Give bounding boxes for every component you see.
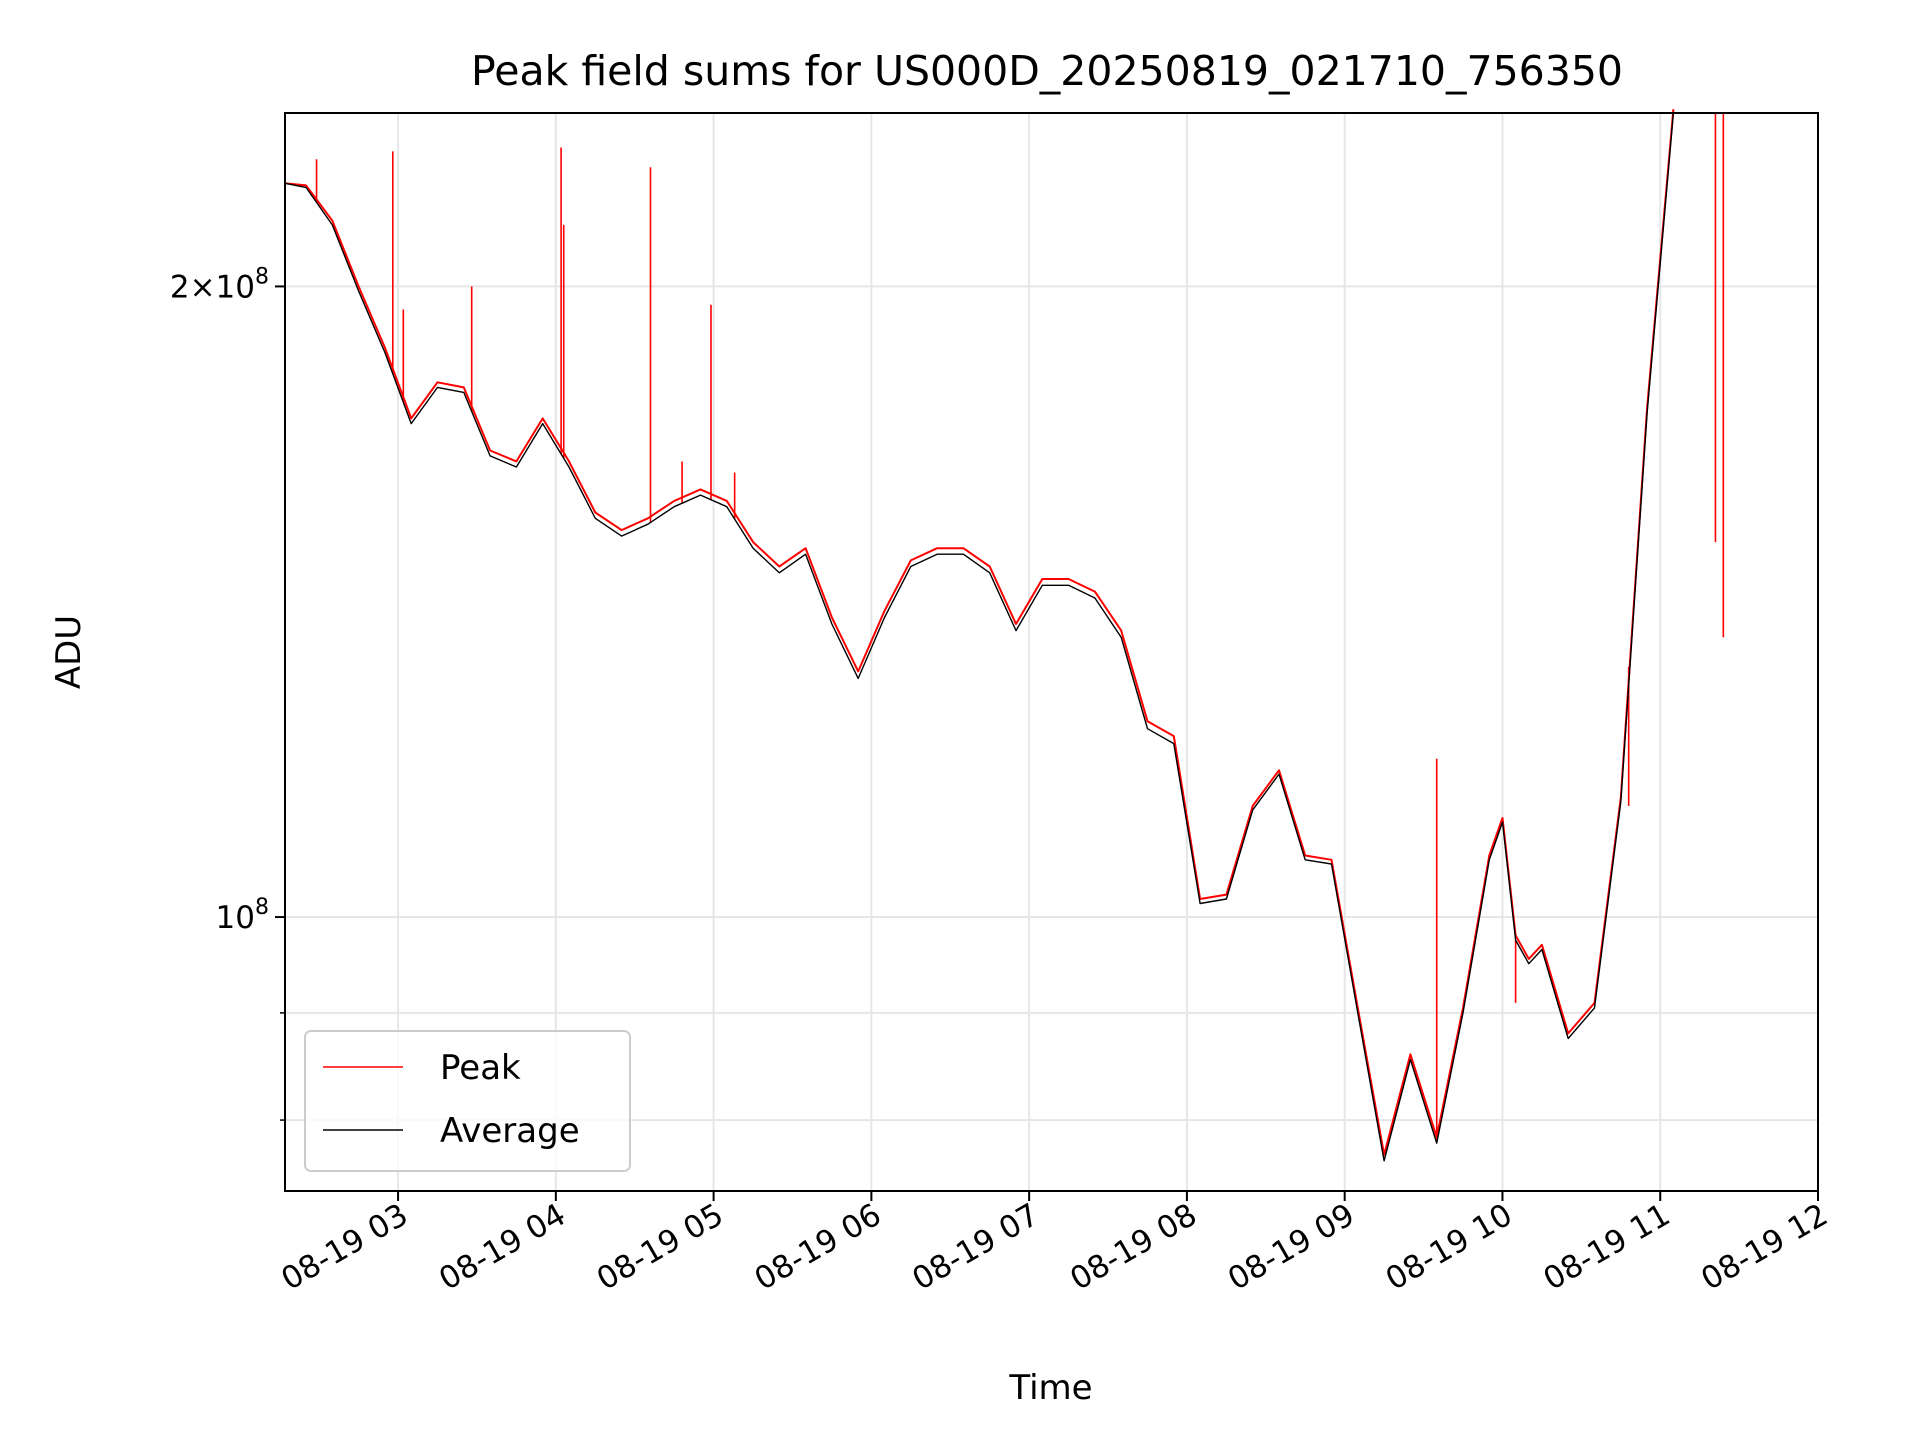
y-tick-label: 2×108 (170, 264, 269, 305)
series-line-average (284, 112, 1675, 1162)
y-tick-base: 10 (216, 900, 255, 936)
legend-label-peak: Peak (440, 1048, 521, 1088)
legend: Peak Average (304, 1030, 631, 1172)
y-tick-mantissa: 2 (170, 269, 190, 305)
y-tick-exponent: 8 (255, 264, 269, 289)
y-tick-label: 108 (216, 895, 269, 936)
y-tick-base: 10 (216, 269, 255, 305)
y-tick-exponent: 8 (255, 895, 269, 920)
plot-background (285, 113, 1818, 1191)
series-line-peak (284, 109, 1675, 1156)
legend-label-average: Average (440, 1111, 580, 1151)
plot-area (284, 109, 1819, 1192)
legend-box (304, 1030, 631, 1172)
y-tick-times: × (190, 269, 216, 305)
plot-frame (284, 112, 1819, 1192)
x-axis-label: Time (1008, 1368, 1092, 1408)
series-lines (284, 109, 1725, 1162)
chart-title: Peak field sums for US000D_20250819_0217… (471, 47, 1623, 95)
y-axis-label: ADU (49, 615, 89, 689)
